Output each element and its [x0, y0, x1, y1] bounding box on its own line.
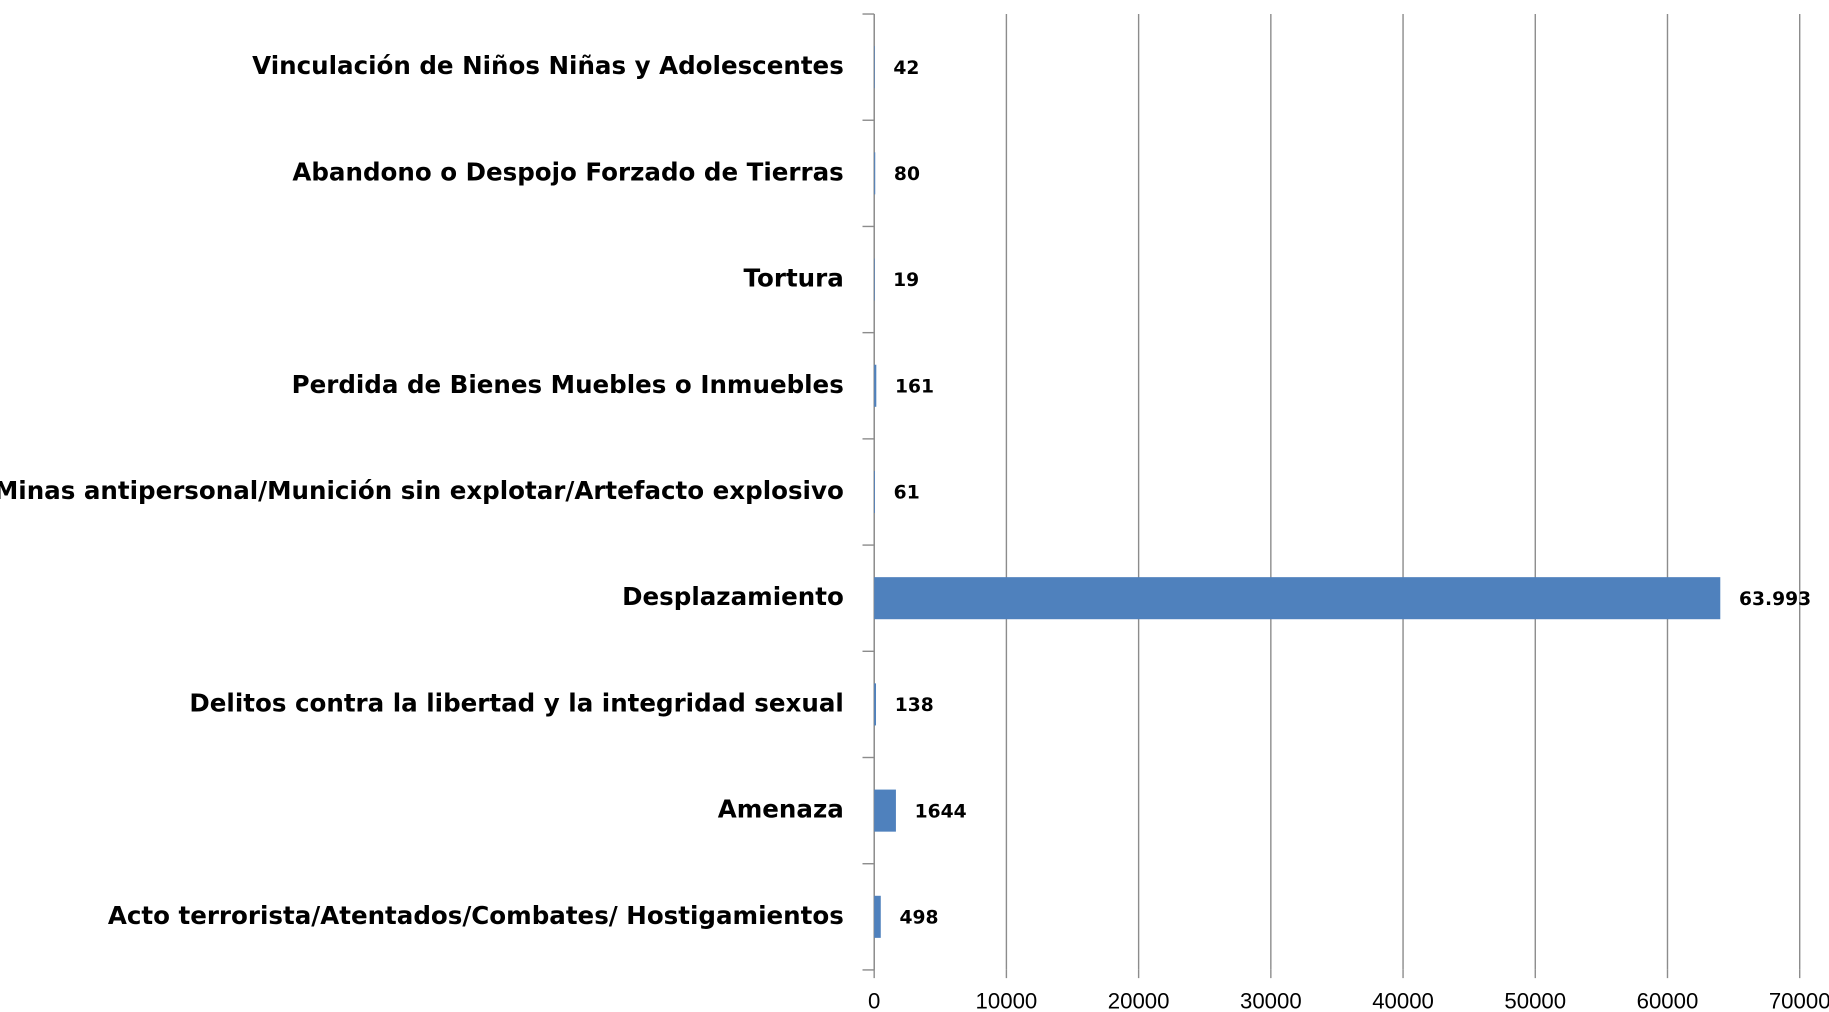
- x-tick-label: 60000: [1637, 989, 1699, 1012]
- value-label: 1644: [915, 801, 967, 822]
- bar: [874, 895, 881, 938]
- x-tick-label: 70000: [1769, 989, 1829, 1012]
- bar: [874, 364, 877, 407]
- category-label: Vinculación de Niños Niñas y Adolescente…: [252, 51, 844, 80]
- category-label: Abandono o Despojo Forzado de Tierras: [292, 157, 843, 186]
- value-label: 498: [899, 907, 938, 928]
- bar: [874, 258, 875, 301]
- bar: [874, 683, 877, 726]
- category-label: Perdida de Bienes Muebles o Inmuebles: [292, 370, 844, 399]
- value-label: 80: [894, 164, 920, 185]
- bar: [874, 46, 875, 89]
- category-label: Desplazamiento: [622, 582, 844, 611]
- x-tick-label: 50000: [1504, 989, 1566, 1012]
- x-tick-label: 20000: [1108, 989, 1170, 1012]
- x-tick-label: 10000: [976, 989, 1038, 1012]
- bar: [874, 470, 875, 514]
- category-label: Acto terrorista/Atentados/Combates/ Host…: [108, 901, 844, 930]
- bar: [874, 789, 896, 832]
- value-label: 138: [895, 695, 934, 716]
- value-label: 61: [894, 483, 920, 504]
- x-tick-label: 40000: [1372, 989, 1434, 1012]
- x-tick-label: 0: [868, 989, 880, 1012]
- value-label: 161: [895, 376, 934, 397]
- bar: [874, 152, 876, 195]
- category-label: Tortura: [744, 264, 844, 293]
- x-tick-label: 30000: [1240, 989, 1302, 1012]
- value-label: 19: [893, 270, 919, 291]
- value-label: 63.993: [1739, 589, 1811, 610]
- category-label: Delitos contra la libertad y la integrid…: [189, 688, 843, 717]
- bar: [874, 577, 1721, 620]
- category-label: Minas antipersonal/Munición sin explotar…: [0, 476, 844, 505]
- category-label: Amenaza: [718, 795, 844, 824]
- value-label: 42: [893, 58, 919, 79]
